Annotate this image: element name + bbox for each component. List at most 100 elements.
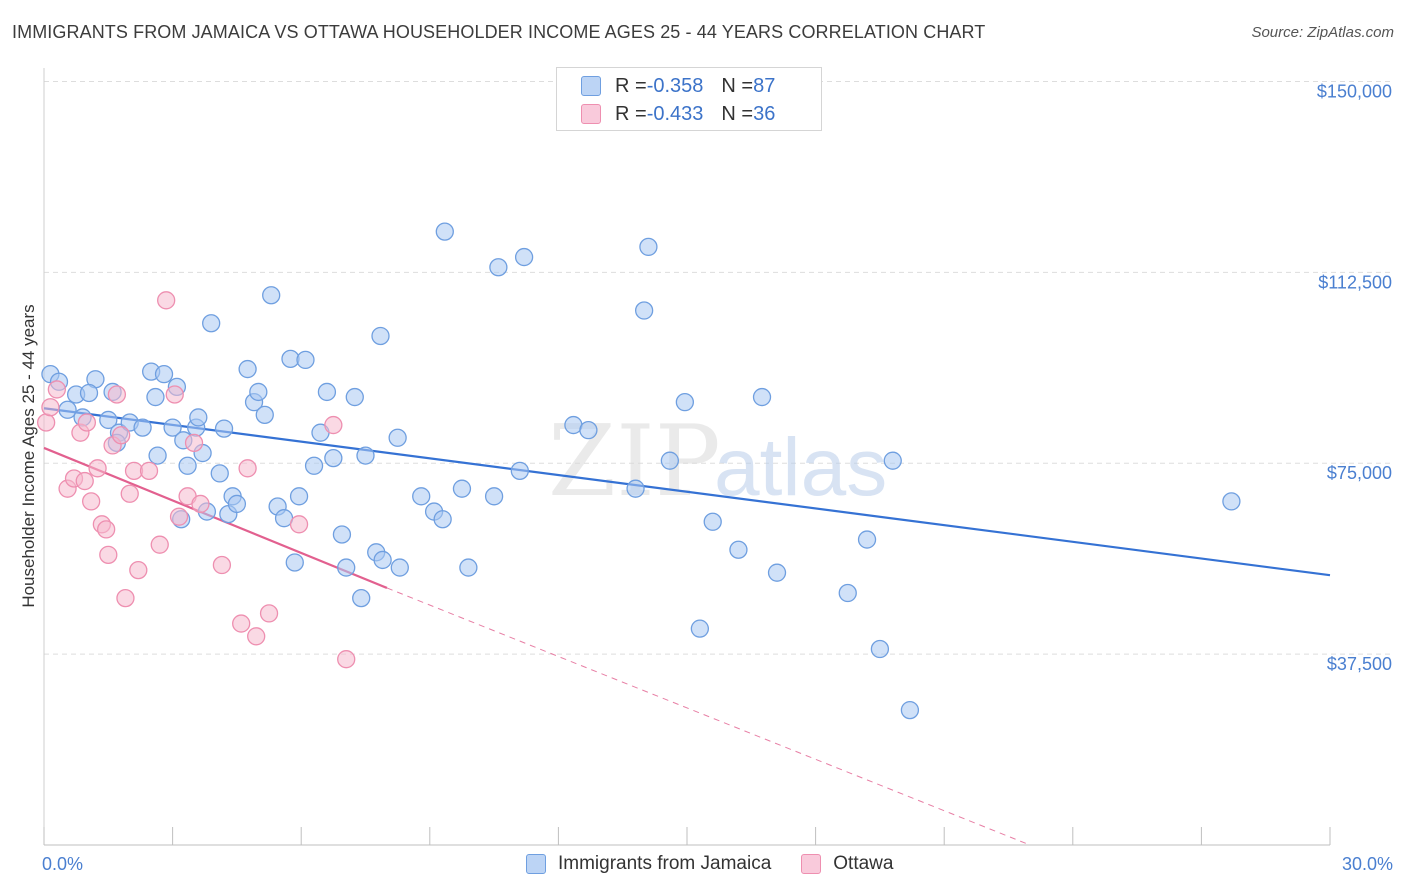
jamaica-point: [634, 301, 654, 320]
jamaica-point: [675, 392, 695, 412]
ottawa-point: [169, 507, 189, 526]
jamaica-point: [579, 420, 598, 440]
y-axis-label: Householder Income Ages 25 - 44 years: [19, 304, 38, 607]
jamaica-point: [337, 558, 356, 577]
jamaica-point: [703, 512, 722, 531]
jamaica-point: [317, 382, 337, 402]
ottawa-point: [36, 413, 56, 432]
jamaica-point: [1222, 492, 1241, 511]
jamaica-point: [459, 558, 478, 577]
jamaica-point: [285, 553, 304, 572]
trend-line-jamaica: [43, 407, 1331, 577]
jamaica-point: [133, 418, 152, 437]
jamaica-point: [690, 619, 710, 638]
ottawa-point: [289, 515, 309, 534]
y-tick-label: $112,500: [1318, 272, 1392, 292]
jamaica-point: [510, 461, 529, 481]
jamaica-point: [189, 408, 208, 427]
jamaica-point: [304, 456, 324, 475]
jamaica-point: [163, 418, 182, 437]
bottom-legend-jamaica: Immigrants from Jamaica: [526, 853, 771, 875]
legend-r-label: R =: [615, 102, 647, 125]
ottawa-point: [129, 560, 148, 580]
legend-box: R = -0.358 N = 87 R = -0.433 N = 36: [556, 67, 822, 131]
jamaica-point: [489, 258, 508, 277]
chart-source: Source: ZipAtlas.com: [1251, 24, 1394, 41]
legend-r-value: -0.433: [646, 102, 704, 125]
bottom-legend-label-ottawa: Ottawa: [833, 853, 894, 874]
series-ottawa-points: [36, 291, 356, 669]
jamaica-point: [838, 583, 857, 603]
legend-n-label: N =: [721, 102, 754, 125]
jamaica-point: [514, 247, 534, 267]
jamaica-point: [262, 286, 281, 305]
legend-swatch-jamaica: [581, 76, 601, 96]
y-tick-label: $150,000: [1317, 81, 1392, 101]
ottawa-point: [247, 627, 266, 646]
ottawa-point: [97, 520, 116, 539]
ottawa-point: [191, 494, 210, 514]
jamaica-point: [729, 540, 748, 559]
jamaica-point: [146, 387, 165, 407]
jamaica-point: [484, 487, 504, 506]
jamaica-point: [345, 387, 364, 407]
ottawa-point: [259, 604, 279, 623]
jamaica-point: [660, 451, 680, 470]
x-tick-labels: 0.0% 30.0%: [42, 854, 1393, 874]
jamaica-point: [296, 350, 315, 370]
ottawa-point: [82, 492, 101, 511]
jamaica-point: [214, 419, 234, 438]
ottawa-point: [116, 588, 135, 608]
jamaica-point: [857, 530, 877, 549]
jamaica-point: [373, 550, 392, 570]
legend-n-value: 36: [753, 102, 776, 125]
grid-lines: [44, 80, 1394, 655]
bottom-legend-label-jamaica: Immigrants from Jamaica: [558, 853, 772, 874]
jamaica-point: [154, 364, 174, 384]
y-tick-labels: $37,500 $75,000 $112,500 $150,000: [1317, 81, 1392, 674]
jamaica-point: [626, 479, 645, 498]
jamaica-point: [210, 464, 229, 483]
bottom-legend: Immigrants from Jamaica Ottawa: [526, 851, 923, 877]
ottawa-point: [232, 614, 251, 633]
ottawa-point: [112, 426, 131, 445]
jamaica-point: [433, 510, 452, 529]
jamaica-point: [352, 588, 371, 608]
jamaica-point: [639, 237, 658, 257]
jamaica-point: [388, 428, 407, 447]
legend-row-jamaica: R = -0.358 N = 87: [581, 73, 775, 99]
jamaica-point: [390, 558, 409, 577]
jamaica-point: [767, 563, 787, 582]
ottawa-point: [47, 380, 67, 399]
jamaica-point: [435, 222, 454, 241]
trend-line-ottawa-extension: [386, 587, 1031, 846]
jamaica-point: [332, 525, 352, 544]
jamaica-point: [255, 405, 274, 425]
series-jamaica-points: [41, 222, 1241, 720]
jamaica-point: [752, 387, 772, 407]
ottawa-point: [75, 471, 94, 491]
ottawa-point: [120, 484, 139, 503]
jamaica-point: [883, 451, 902, 470]
jamaica-point: [412, 487, 431, 506]
ottawa-point: [41, 398, 60, 417]
jamaica-point: [289, 487, 309, 506]
ottawa-point: [165, 385, 184, 404]
ottawa-point: [212, 555, 232, 575]
ottawa-point: [157, 291, 176, 310]
y-tick-label: $37,500: [1327, 654, 1392, 674]
jamaica-point: [324, 448, 343, 468]
legend-swatch-ottawa: [581, 104, 601, 124]
jamaica-point: [99, 410, 118, 430]
ottawa-point: [99, 545, 118, 565]
chart-title: IMMIGRANTS FROM JAMAICA VS OTTAWA HOUSEH…: [12, 22, 986, 42]
ottawa-point: [88, 459, 107, 478]
ottawa-point: [139, 461, 159, 481]
jamaica-point: [148, 446, 167, 465]
jamaica-point: [249, 382, 268, 402]
legend-n-label: N =: [721, 74, 754, 97]
ottawa-point: [77, 413, 97, 432]
legend-n-value: 87: [753, 74, 776, 97]
legend-r-label: R =: [615, 74, 647, 97]
y-tick-label: $75,000: [1327, 463, 1392, 483]
